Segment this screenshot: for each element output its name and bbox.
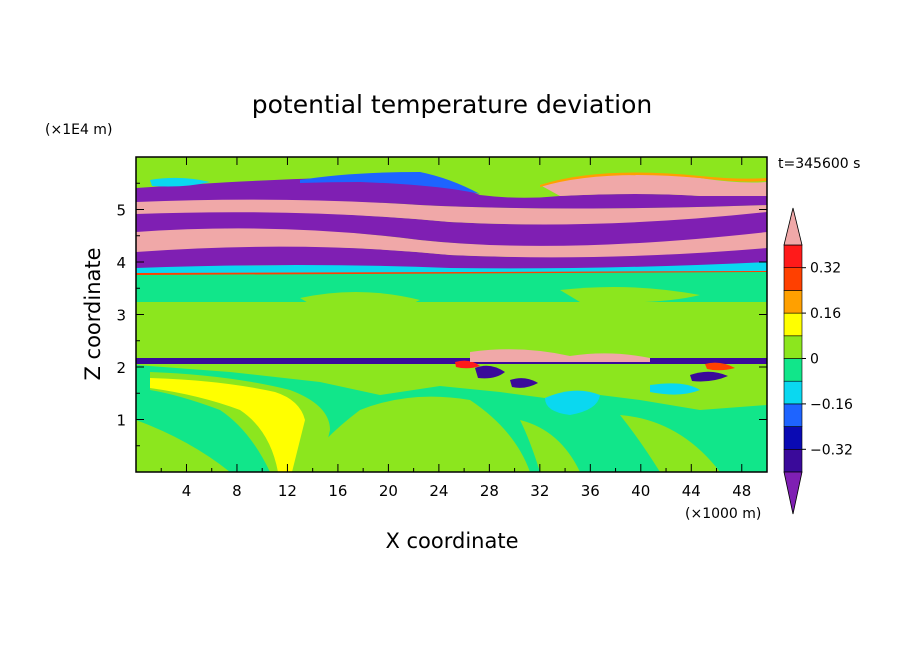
x-tick-label: 12 [278,482,297,500]
x-tick-label: 48 [732,482,751,500]
field-lime-right [620,415,720,472]
y-axis-label: Z coordinate [81,247,105,380]
field-cyan-right [650,383,700,395]
field-red-eddy-2 [705,362,735,371]
field-yellow-plume [150,378,305,472]
colorbar-bin [783,290,803,314]
x-axis: 4 8 12 16 20 24 28 32 36 40 44 48 [160,157,751,500]
x-tick-label: 24 [429,482,448,500]
field-pink-layer-1 [136,226,767,258]
field-pink-layer-2 [136,198,767,225]
x-tick-label: 20 [379,482,398,500]
colorbar-bin [783,335,803,359]
field-cyan-top [150,177,210,187]
colorbar-bin [783,312,803,337]
x-tick-label: 44 [682,482,701,500]
colorbar-label: 0 [810,352,819,368]
y-tick-label: 5 [116,202,126,220]
colorbar-extend-high [783,207,803,246]
x-tick-label: 4 [182,482,192,500]
field-mid-lime-2 [560,286,700,303]
colorbar-bin [783,448,803,473]
field-blue-top [300,172,480,194]
field-pink-top-right [540,174,767,196]
colorbar-bin [783,358,803,382]
y-tick-label: 1 [116,412,126,430]
x-tick-label: 36 [581,482,600,500]
field-mid-lime-1 [300,291,420,312]
field-red-eddy-1 [455,360,480,369]
field-dark-eddy-2 [510,378,538,388]
field-lime-left [136,420,230,472]
field-dark-eddy-1 [475,365,505,379]
field-purple-layer-1 [136,245,767,269]
field-pink-band [470,349,650,362]
y-tick-label: 4 [116,254,126,272]
colorbar-extend-low [783,471,803,515]
x-axis-label: X coordinate [385,529,518,553]
time-label: t=345600 s [778,156,860,172]
field-purple-top [136,176,767,209]
field-cyan-blob [545,390,600,415]
x-tick-label: 28 [480,482,499,500]
colorbar: 0.32 0.16 0 −0.16 −0.32 [783,207,853,515]
field-lime-mid [520,420,580,472]
x-unit-label: (×1000 m) [685,506,761,522]
field-orange-rim [540,172,767,187]
y-tick-label: 2 [116,359,126,377]
chart-title: potential temperature deviation [252,90,652,119]
contour-field [136,157,767,472]
colorbar-bin [783,403,803,427]
y-axis: 1 2 3 4 5 [116,182,767,447]
field-neg-band [136,358,767,364]
colorbar-label: −0.16 [810,397,853,413]
colorbar-label: 0.32 [810,261,841,277]
field-purple-layer-2 [136,210,767,246]
colorbar-label: −0.32 [810,442,853,458]
field-dark-eddy-3 [690,371,728,382]
y-tick-label: 3 [116,307,126,325]
x-tick-label: 8 [232,482,242,500]
colorbar-bin [783,244,803,269]
x-tick-label: 40 [631,482,650,500]
x-tick-label: 32 [530,482,549,500]
colorbar-label: 0.16 [810,306,841,322]
colorbar-bin [783,426,803,450]
x-tick-label: 16 [328,482,347,500]
y-unit-label: (×1E4 m) [45,122,112,138]
colorbar-bin [783,267,803,291]
colorbar-bin [783,380,803,405]
